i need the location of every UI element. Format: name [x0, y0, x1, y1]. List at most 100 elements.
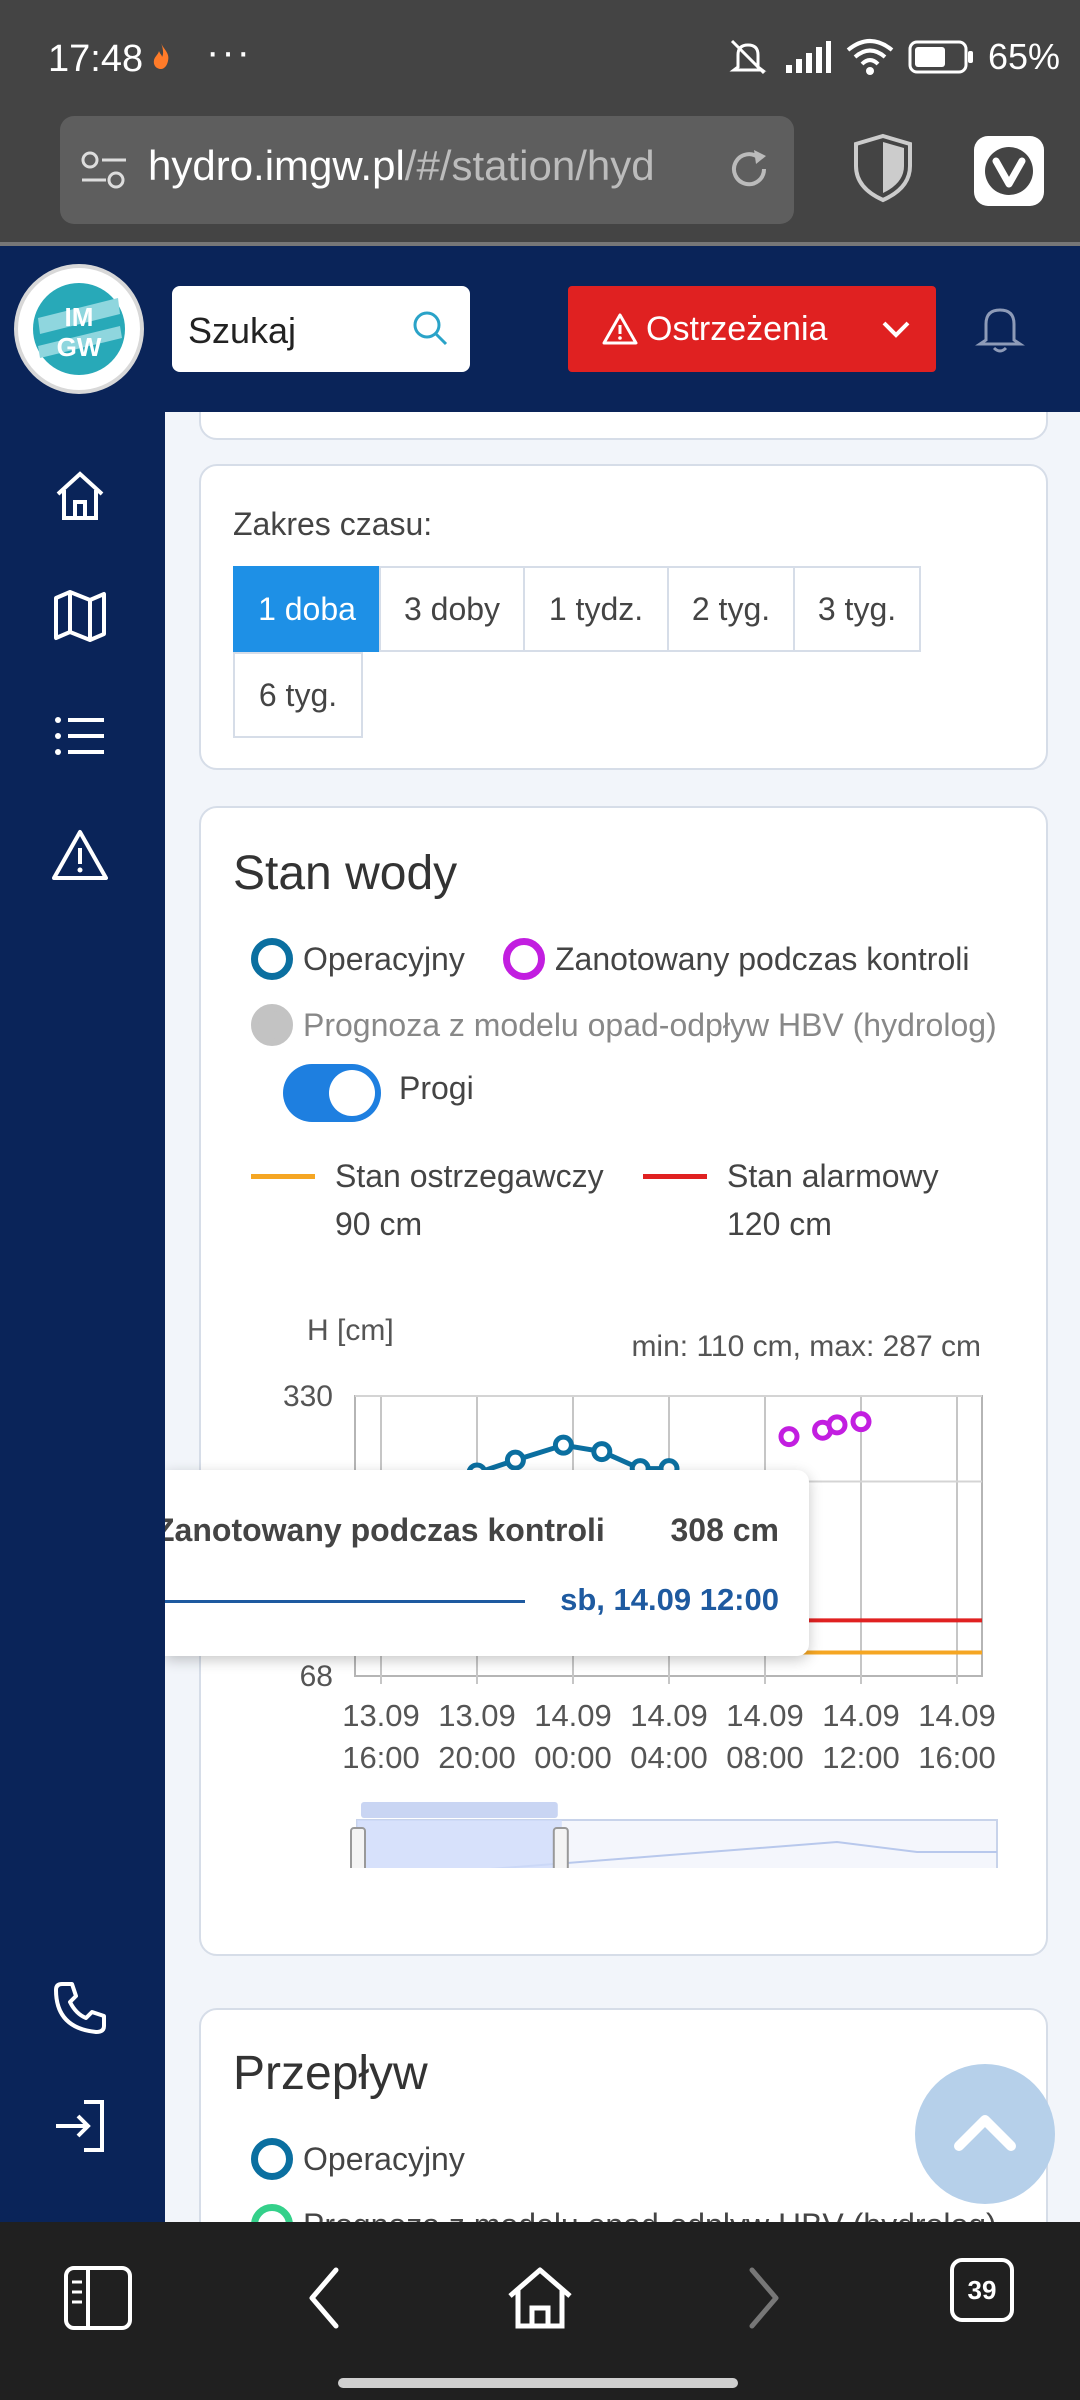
search-input[interactable]: Szukaj [172, 286, 470, 372]
flow-legend-operational[interactable]: Operacyjny [251, 2138, 465, 2180]
alarm-threshold-label: Stan alarmowy [727, 1158, 939, 1194]
chart-x-tick-label: 14.09 [630, 1698, 708, 1733]
chart-x-tick-label: 00:00 [534, 1740, 612, 1775]
system-navigation-bar: 39 [0, 2222, 1080, 2400]
chart-x-tick-label: 14.09 [534, 1698, 612, 1733]
shield-icon[interactable] [850, 132, 916, 204]
navigator-handle-right [552, 1827, 569, 1868]
chart-point-operational [552, 1434, 574, 1456]
forward-icon[interactable] [738, 2264, 788, 2332]
chart-x-tick-label: 20:00 [438, 1740, 516, 1775]
imgw-logo[interactable]: IM GW [14, 264, 144, 394]
range-option-3-weeks[interactable]: 3 tyg. [793, 566, 921, 652]
status-time: 17:48 [48, 38, 144, 80]
sidebar-panel-icon[interactable] [62, 2264, 134, 2332]
legend-recorded-marker [503, 938, 545, 980]
time-range-label: Zakres czasu: [233, 506, 433, 542]
chart-x-tick-label: 12:00 [822, 1740, 900, 1775]
battery-icon [908, 40, 973, 74]
legend-forecast-label: Prognoza z modelu opad-odpływ HBV (hydro… [303, 1006, 997, 1043]
flow-legend-forecast-label: Prognoza z modelu opad-odpływ HBV (hydro… [303, 2207, 997, 2223]
chart-x-tick-label: 14.09 [822, 1698, 900, 1733]
home-icon[interactable] [52, 468, 108, 524]
legend-operational-label: Operacyjny [303, 940, 465, 977]
chart-x-tick-label: 04:00 [630, 1740, 708, 1775]
warnings-label: Ostrzeżenia [646, 310, 828, 348]
chart-x-tick-label: 14.09 [918, 1698, 996, 1733]
range-option-1-week[interactable]: 1 tydz. [523, 566, 669, 652]
flow-legend-operational-label: Operacyjny [303, 2140, 465, 2177]
navigator-scrollbar-thumb [361, 1802, 558, 1818]
chart-point-recorded [826, 1414, 848, 1436]
chart-y-tick-label: 68 [300, 1660, 333, 1693]
chart-x-tick-label: 16:00 [918, 1740, 996, 1775]
warnings-dropdown-button[interactable]: Ostrzeżenia [568, 286, 936, 372]
flow-legend-forecast-marker [251, 2204, 293, 2222]
flow-title: Przepływ [233, 2047, 428, 2100]
chart-point-operational [504, 1449, 526, 1471]
range-option-6-weeks[interactable]: 6 tyg. [233, 652, 363, 738]
wifi-icon [846, 39, 894, 75]
url-text[interactable]: hydro.imgw.pl/#/station/hyd [148, 142, 708, 190]
status-bar: 17:48 ··· 65% [0, 0, 1080, 110]
list-icon[interactable] [52, 708, 108, 764]
chart-x-tick-label: 16:00 [342, 1740, 420, 1775]
mute-icon [729, 39, 767, 75]
address-bar[interactable]: hydro.imgw.pl/#/station/hyd [60, 116, 794, 224]
login-icon[interactable] [52, 2098, 108, 2154]
legend-forecast-marker [251, 1004, 293, 1046]
tooltip-divider [165, 1600, 525, 1603]
flow-card: Przepływ Operacyjny Prognoza z modelu op… [199, 2008, 1048, 2222]
browser-toolbar: hydro.imgw.pl/#/station/hyd [0, 110, 1080, 242]
warning-threshold-label: Stan ostrzegawczy [335, 1158, 604, 1194]
home-nav-icon[interactable] [504, 2264, 576, 2332]
phone-icon[interactable] [52, 1980, 108, 2036]
tab-switcher-button[interactable]: 39 [950, 2258, 1014, 2322]
flow-legend-forecast[interactable]: Prognoza z modelu opad-odpływ HBV (hydro… [251, 2204, 997, 2222]
tooltip-value: 308 cm [670, 1512, 779, 1548]
map-icon[interactable] [52, 588, 108, 644]
thresholds-toggle[interactable] [283, 1064, 381, 1122]
chart-range-navigator[interactable] [350, 1802, 998, 1868]
legend-recorded[interactable]: Zanotowany podczas kontroli [503, 938, 969, 980]
toggle-knob [329, 1070, 375, 1116]
water-level-title: Stan wody [233, 847, 458, 900]
range-option-1-day[interactable]: 1 doba [233, 566, 381, 652]
warning-nav-icon[interactable] [52, 828, 108, 884]
thresholds-label: Progi [399, 1070, 474, 1106]
navigator-series-line [489, 1840, 997, 1868]
site-settings-icon[interactable] [80, 150, 128, 190]
range-option-2-weeks[interactable]: 2 tyg. [667, 566, 795, 652]
chart-point-recorded [778, 1426, 800, 1448]
url-host: hydro.imgw.pl [148, 142, 405, 189]
legend-operational[interactable]: Operacyjny [251, 938, 465, 980]
vivaldi-menu-button[interactable] [974, 136, 1044, 206]
vivaldi-icon [985, 147, 1033, 195]
warning-threshold-value: 90 cm [335, 1206, 423, 1242]
warning-icon [602, 313, 638, 345]
side-navigation [0, 412, 165, 2222]
gesture-handle[interactable] [338, 2378, 738, 2388]
scroll-to-top-button[interactable] [915, 2064, 1055, 2204]
more-notifications: ··· [206, 30, 252, 74]
url-path: /#/station/hyd [404, 142, 655, 189]
range-option-3-days[interactable]: 3 doby [379, 566, 525, 652]
water-level-card: Stan wody Operacyjny Zanotowany podczas … [199, 806, 1048, 1956]
back-icon[interactable] [300, 2264, 350, 2332]
flow-legend-operational-marker [251, 2138, 293, 2180]
search-icon[interactable] [410, 308, 450, 348]
alarm-threshold-swatch [643, 1174, 707, 1179]
chart-point-operational [591, 1441, 613, 1463]
search-placeholder: Szukaj [188, 310, 297, 351]
legend-forecast[interactable]: Prognoza z modelu opad-odpływ HBV (hydro… [251, 1004, 997, 1046]
legend-recorded-label: Zanotowany podczas kontroli [555, 940, 970, 977]
chart-point-recorded [850, 1411, 872, 1433]
chart-tooltip: Zanotowany podczas kontroli 308 cm sb, 1… [165, 1470, 809, 1656]
reload-icon[interactable] [726, 146, 772, 192]
bell-icon[interactable] [974, 300, 1026, 356]
chart-x-tick-label: 13.09 [342, 1698, 420, 1733]
previous-card [199, 412, 1048, 440]
main-content: Zakres czasu: 1 doba 3 doby 1 tydz. 2 ty… [165, 412, 1080, 2222]
chart-y-axis-label: H [cm] [307, 1314, 394, 1347]
page-load-line [0, 242, 1080, 246]
